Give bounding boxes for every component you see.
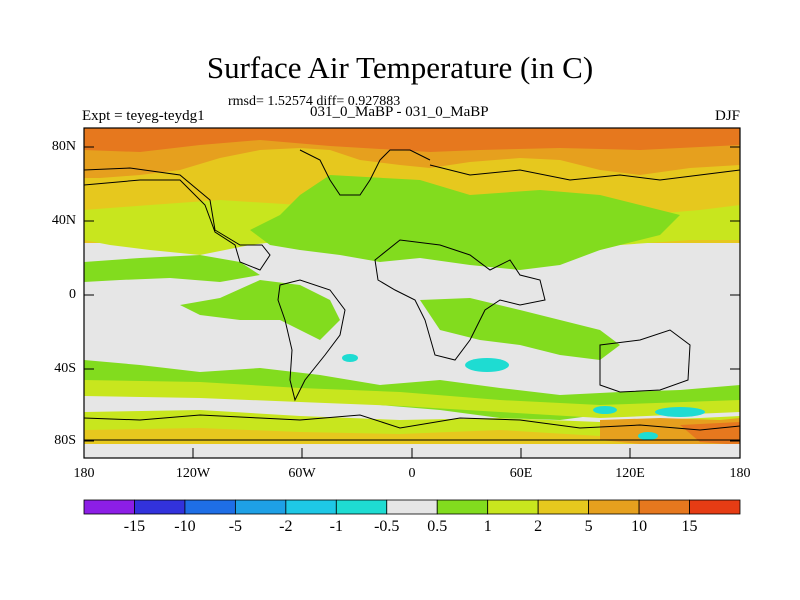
colorbar-label: -5 (228, 518, 243, 535)
colorbar-label: 10 (631, 518, 648, 535)
colorbar-swatch (638, 499, 690, 515)
colorbar-label: -15 (123, 518, 146, 535)
colorbar-swatch (285, 499, 337, 515)
colorbar-swatch (335, 499, 388, 515)
stats-label: rmsd= 1.52574 diff= 0.927883 (228, 94, 401, 109)
x-tick-label: 0 (408, 466, 416, 481)
x-tick-label: 120E (615, 466, 645, 481)
y-tick-label: 40S (54, 361, 76, 376)
x-tick-label: 60E (509, 466, 533, 481)
x-tick-label: 180 (73, 466, 95, 481)
colorbar-swatch (134, 499, 186, 515)
colorbar-label: 15 (681, 518, 698, 535)
colorbar-label: 5 (584, 518, 593, 535)
colorbar-swatch (436, 499, 489, 515)
x-tick-label: 180 (729, 466, 751, 481)
colorbar-swatch (689, 499, 741, 515)
colorbar-swatch (386, 499, 438, 515)
colorbar-label: -10 (174, 518, 196, 535)
comparison-label: 031_0_MaBP - 031_0_MaBP (310, 104, 489, 120)
colorbar-swatch (184, 499, 236, 515)
colorbar-label: -0.5 (374, 518, 400, 535)
temperature-field (84, 128, 740, 458)
season-label: DJF (714, 108, 740, 124)
y-tick-label: 80N (51, 139, 76, 154)
colorbar-swatch (588, 499, 640, 515)
map-title: Surface Air Temperature (in C) (206, 50, 594, 85)
y-tick-label: 0 (69, 287, 76, 302)
y-tick-label: 40N (51, 213, 76, 228)
colorbar-label: -2 (279, 518, 293, 535)
colorbar-label: 0.5 (427, 518, 448, 535)
colorbar-label: 1 (483, 518, 492, 535)
colorbar-swatch (83, 499, 135, 515)
y-tick-label: 80S (54, 433, 76, 448)
colorbar-label: -1 (329, 518, 343, 535)
colorbar-label: 2 (534, 518, 543, 535)
colorbar-swatch (234, 499, 287, 515)
colorbar (83, 499, 741, 515)
colorbar-swatch (537, 499, 590, 515)
x-tick-label: 60W (288, 466, 316, 481)
experiment-label: Expt = teyeg-teydg1 (82, 108, 205, 124)
colorbar-swatch (487, 499, 539, 515)
x-tick-label: 120W (175, 466, 211, 481)
